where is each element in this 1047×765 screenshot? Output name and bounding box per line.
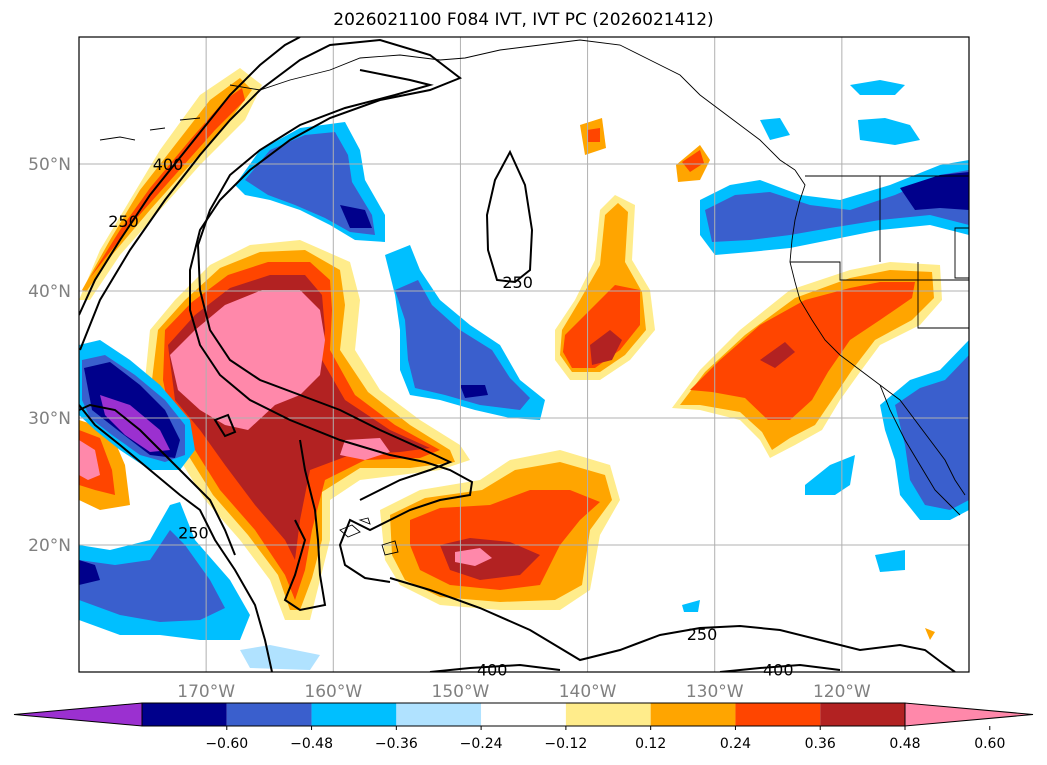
contour-label: 250 [502,273,533,292]
colorbar-tick-label: 0.24 [720,736,751,752]
colorbar-tick-label: −0.48 [290,736,333,752]
ivt-contour-250-north [79,37,301,316]
map-title: 2026021100 F084 IVT, IVT PC (2026021412) [333,10,714,30]
alaska-coast [229,39,796,171]
ivt-contour-250-subtropical [389,577,956,672]
colorbar-segment [396,703,482,726]
contour-label: 400 [763,660,794,679]
ivt-contour-250-inner [196,69,453,501]
canada-coast [789,169,966,496]
map-frame [78,36,970,673]
lon-tick-label: 130°W [686,682,744,702]
lat-tick-label: 40°N [28,282,71,302]
colorbar-tick-label: 0.60 [974,736,1005,752]
contour-labels: 250 400 250 250 250 400 400 [108,155,794,679]
colorbar-segment [226,703,312,726]
state-borders [790,176,969,329]
colorbar-segment [311,703,397,726]
ivt-contours [79,37,956,672]
colorbar-tick-label: −0.12 [544,736,587,752]
lon-tick-label: 140°W [559,682,617,702]
lon-tick-label: 150°W [432,682,490,702]
colorbar-extend-high [904,702,1034,727]
contour-label: 400 [477,660,508,679]
colorbar-segment [650,703,736,726]
contour-label: 250 [687,625,718,644]
colorbar-tick-label: −0.60 [205,736,248,752]
coastlines [99,39,969,556]
colorbar-segment [142,703,227,726]
colorbar-segment [565,703,651,726]
contour-label: 250 [178,523,209,542]
colorbar-segment [735,703,821,726]
lat-tick-label: 50°N [28,155,71,175]
longitude-labels: 170°W 160°W 150°W 140°W 130°W 120°W [177,682,871,702]
ivt-contour-250-lobe [485,149,534,284]
baja-peninsula [879,384,961,516]
lon-tick-label: 170°W [177,682,235,702]
colorbar-segment [481,703,566,726]
colorbar-tick-label: 0.12 [635,736,666,752]
colorbar: −0.60 −0.48 −0.36 −0.24 −0.12 0.12 0.24 0.36 0.4… [13,702,1034,752]
colorbar-tick-label: 0.48 [889,736,920,752]
ivt-contour-small-loop [213,413,237,438]
aleutian-islands [99,117,201,141]
contour-label: 250 [108,212,139,231]
ivt-pc-shading [79,68,969,670]
lat-tick-label: 20°N [28,536,71,556]
lat-tick-label: 30°N [28,409,71,429]
ivt-contour-400-south [429,663,561,672]
lon-tick-label: 160°W [304,682,362,702]
contour-label: 400 [153,155,184,174]
ivt-contour-400-southeast [719,663,841,672]
colorbar-tick-label: −0.36 [375,736,418,752]
colorbar-tick-label: 0.36 [805,736,836,752]
latitude-labels: 50°N 40°N 30°N 20°N [28,155,71,556]
ivt-contour-250-south [79,404,273,672]
ivt-contour-loop-hawaii [283,439,327,612]
ivt-contour-400-north [79,38,474,583]
colorbar-segment [820,703,905,726]
ivt-contour-400-west [79,403,236,556]
colorbar-tick-label: −0.24 [460,736,503,752]
colorbar-extend-low [13,702,143,727]
gridlines [79,37,969,672]
lon-tick-label: 120°W [813,682,871,702]
